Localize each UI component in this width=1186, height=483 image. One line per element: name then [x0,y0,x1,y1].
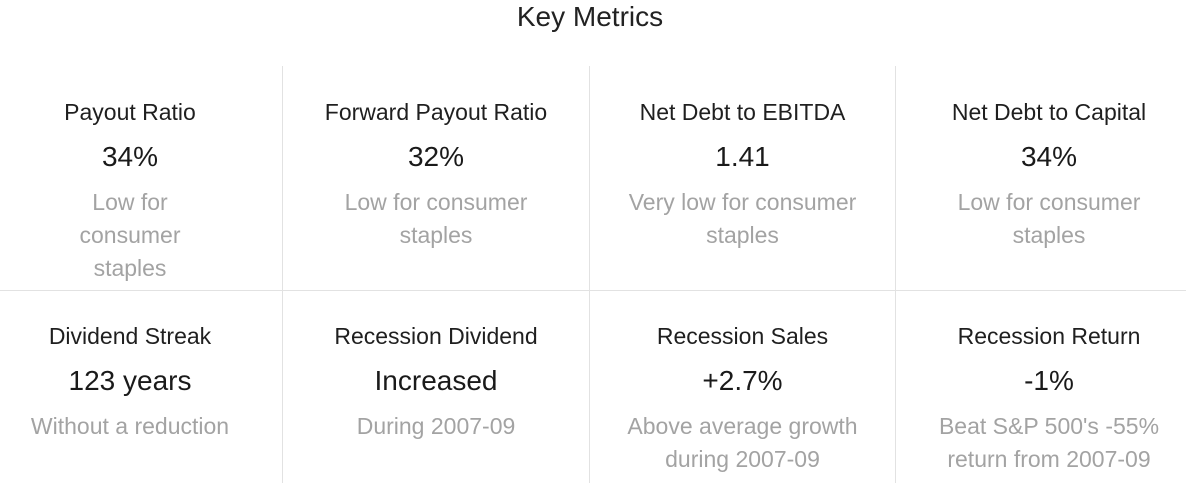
metric-dividend-streak: Dividend Streak 123 years Without a redu… [0,322,260,443]
metric-value: Increased [374,365,498,396]
metric-forward-payout-ratio: Forward Payout Ratio 32% Low for consume… [283,98,589,252]
metric-note: Very low for consumer staples [628,189,857,248]
divider [0,290,1186,291]
metric-label: Payout Ratio [64,99,196,125]
divider [895,66,896,483]
metric-value: 1.41 [715,141,770,172]
page-title: Key Metrics [516,1,664,32]
metric-value: +2.7% [702,365,783,396]
metric-net-debt-to-ebitda: Net Debt to EBITDA 1.41 Very low for con… [590,98,895,252]
metric-note: Low for consumer staples [79,189,181,281]
metric-recession-dividend: Recession Dividend Increased During 2007… [283,322,589,443]
metric-note: During 2007-09 [356,413,516,439]
metric-net-debt-to-capital: Net Debt to Capital 34% Low for consumer… [896,98,1186,252]
metric-label: Recession Dividend [334,323,538,349]
metric-note: Low for consumer staples [344,189,528,248]
metric-value: 34% [1020,141,1078,172]
metric-note: Without a reduction [30,413,230,439]
metric-value: 123 years [68,365,192,396]
metric-note: Above average growth during 2007-09 [627,413,858,472]
metric-value: 34% [101,141,159,172]
metrics-grid: Payout Ratio 34% Low for consumer staple… [0,66,1186,483]
metric-recession-sales: Recession Sales +2.7% Above average grow… [590,322,895,476]
metric-label: Recession Sales [656,323,829,349]
metric-note: Low for consumer staples [957,189,1141,248]
metric-label: Net Debt to EBITDA [639,99,846,125]
metric-label: Forward Payout Ratio [324,99,548,125]
divider [589,66,590,483]
metric-note: Beat S&P 500's -55% return from 2007-09 [938,413,1160,472]
metric-value: 32% [407,141,465,172]
metric-label: Recession Return [957,323,1141,349]
divider [282,66,283,483]
metric-label: Net Debt to Capital [951,99,1147,125]
metric-payout-ratio: Payout Ratio 34% Low for consumer staple… [0,98,260,285]
metric-value: -1% [1024,365,1074,396]
metric-recession-return: Recession Return -1% Beat S&P 500's -55%… [896,322,1186,476]
metric-label: Dividend Streak [48,323,212,349]
